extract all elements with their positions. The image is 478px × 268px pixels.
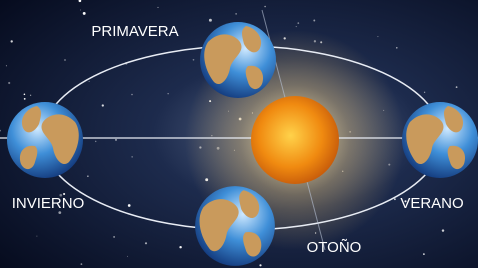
star	[145, 242, 147, 244]
earth-winter	[7, 102, 83, 178]
star	[131, 94, 133, 96]
season-label: VERANO	[400, 195, 463, 212]
star	[264, 6, 266, 8]
star	[127, 256, 128, 257]
star	[24, 94, 26, 96]
star	[132, 156, 133, 157]
star	[115, 139, 117, 141]
star	[102, 104, 104, 106]
star	[209, 19, 212, 22]
star	[80, 10, 81, 11]
star	[424, 92, 425, 93]
earth-summer	[402, 102, 478, 178]
star	[24, 98, 26, 100]
star	[8, 82, 10, 84]
star	[423, 253, 425, 255]
star	[442, 229, 444, 231]
season-label: INVIERNO	[12, 195, 85, 212]
star	[128, 204, 131, 207]
star	[297, 22, 299, 24]
star	[113, 236, 115, 238]
star	[235, 13, 236, 14]
star	[36, 236, 37, 237]
star	[11, 40, 13, 42]
star	[259, 264, 261, 266]
star	[64, 59, 66, 61]
earth-autumn	[195, 186, 275, 266]
star	[193, 59, 195, 61]
star	[95, 141, 97, 143]
star	[83, 12, 86, 15]
page: PRIMAVERA INVIERNO VERANO OTOÑO (() => {…	[0, 0, 478, 268]
star	[168, 93, 169, 94]
star	[456, 86, 458, 88]
star	[6, 65, 7, 66]
star	[313, 20, 315, 22]
star	[396, 47, 398, 49]
star	[30, 95, 31, 96]
earth-spring	[200, 22, 276, 98]
star	[87, 176, 88, 177]
sun	[251, 96, 339, 184]
star	[377, 36, 378, 37]
season-label: PRIMAVERA	[91, 23, 178, 40]
star	[81, 263, 83, 265]
star	[158, 7, 159, 8]
seasons-diagram: PRIMAVERA INVIERNO VERANO OTOÑO	[0, 0, 478, 268]
star	[296, 26, 297, 27]
star	[179, 246, 181, 248]
season-label: OTOÑO	[307, 239, 362, 256]
star	[89, 81, 90, 82]
